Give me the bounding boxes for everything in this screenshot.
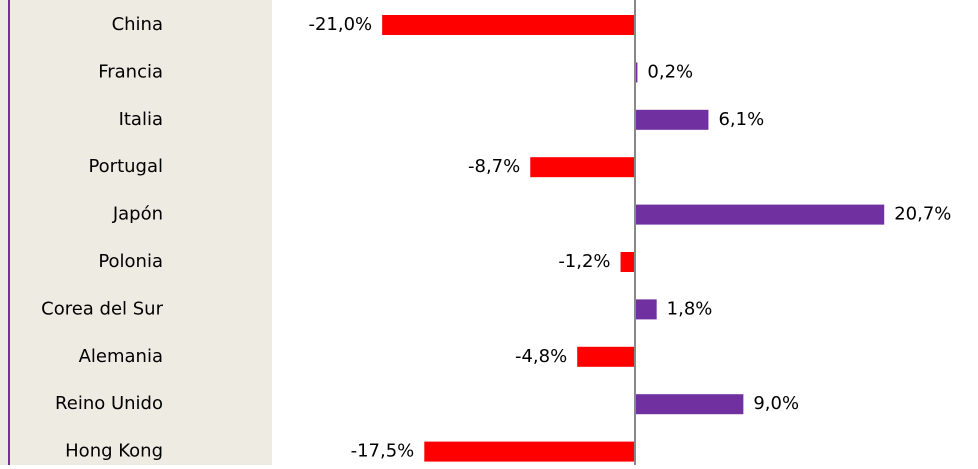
bar <box>635 204 885 225</box>
category-label: Portugal <box>88 156 163 177</box>
bar <box>635 394 744 415</box>
bar <box>530 157 635 178</box>
value-label: 20,7% <box>894 204 951 225</box>
value-label: -21,0% <box>308 14 372 35</box>
bar <box>577 346 635 367</box>
category-label: Hong Kong <box>65 441 163 462</box>
value-label: 0,2% <box>647 61 693 82</box>
label-panel <box>0 0 272 465</box>
category-label: Polonia <box>98 251 163 272</box>
bar <box>635 299 657 320</box>
bar <box>424 441 635 462</box>
category-label: China <box>112 14 163 35</box>
value-label: -8,7% <box>468 156 520 177</box>
value-label: -4,8% <box>515 346 567 367</box>
bar <box>620 252 635 272</box>
value-label: 6,1% <box>718 109 764 130</box>
bar <box>635 62 638 83</box>
category-label: Reino Unido <box>55 393 163 414</box>
value-label: -1,2% <box>558 251 610 272</box>
category-label: Italia <box>119 109 163 130</box>
category-label: Alemania <box>79 346 163 367</box>
bar <box>635 109 709 130</box>
category-label: Corea del Sur <box>41 298 163 319</box>
value-label: 1,8% <box>667 298 713 319</box>
category-label: Francia <box>98 61 163 82</box>
bar <box>382 15 635 35</box>
category-label: Japón <box>112 204 163 225</box>
value-label: -17,5% <box>351 441 415 462</box>
value-label: 9,0% <box>753 393 799 414</box>
